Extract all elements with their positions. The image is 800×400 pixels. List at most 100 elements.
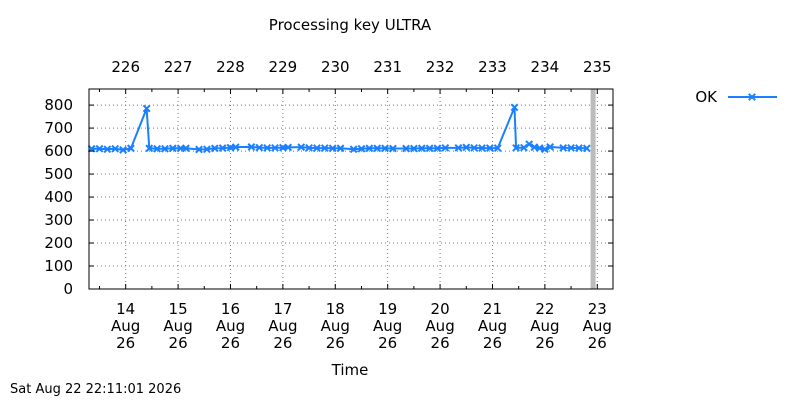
data-point-stroke — [381, 144, 389, 153]
data-point-stroke — [210, 144, 219, 153]
data-point — [567, 143, 575, 152]
data-point-stroke — [313, 144, 321, 152]
data-point — [493, 144, 502, 152]
data-point — [417, 144, 426, 153]
data-point-stroke — [357, 144, 366, 153]
x-tick-label: 26 — [535, 334, 554, 352]
now-marker — [590, 89, 596, 289]
x-tick-label: 26 — [169, 334, 188, 352]
data-point — [546, 143, 555, 151]
data-point-stroke — [520, 143, 528, 152]
data-point-stroke — [202, 145, 211, 154]
data-point-stroke — [470, 143, 479, 152]
x-tick-label: Aug — [583, 317, 612, 335]
x-tick-label: Aug — [111, 317, 140, 335]
data-point — [271, 143, 279, 152]
x-tick-label: Aug — [268, 317, 297, 335]
data-point — [365, 144, 374, 153]
data-point — [381, 144, 389, 153]
x-tick-label: 16 — [221, 300, 240, 318]
data-point — [478, 144, 486, 152]
data-point-stroke — [271, 143, 279, 152]
data-point — [142, 104, 151, 113]
data-point — [336, 144, 345, 153]
data-point-stroke — [328, 144, 337, 153]
data-point — [168, 144, 177, 153]
data-point-stroke — [389, 144, 397, 153]
data-point-stroke — [425, 144, 434, 153]
data-point — [145, 144, 154, 153]
data-point-stroke — [559, 143, 568, 152]
data-point — [218, 144, 227, 152]
data-point-stroke — [485, 144, 494, 152]
data-point-stroke — [168, 144, 177, 153]
data-point-stroke — [119, 146, 127, 154]
x-tick-label: 26 — [273, 334, 292, 352]
legend-marker — [748, 93, 756, 101]
x-tick-label: Aug — [478, 317, 507, 335]
x2-tick-label: 234 — [531, 58, 560, 76]
data-point-stroke — [142, 104, 151, 113]
data-point-stroke — [493, 144, 502, 152]
data-point — [540, 145, 549, 154]
x-tick-label: 15 — [169, 300, 188, 318]
x-tick-label: 26 — [378, 334, 397, 352]
data-point — [525, 140, 534, 149]
data-point-stroke — [510, 103, 519, 112]
data-point — [195, 145, 203, 154]
y-tick-label: 500 — [44, 165, 73, 183]
data-point-stroke — [478, 144, 486, 152]
data-point — [328, 144, 337, 153]
x2-tick-label: 232 — [426, 58, 455, 76]
x-tick-label: 22 — [535, 300, 554, 318]
data-point-stroke — [546, 143, 555, 151]
x-tick-label: 26 — [221, 334, 240, 352]
data-point — [462, 143, 471, 152]
data-point-stroke — [284, 143, 293, 152]
data-point — [231, 143, 240, 152]
x-tick-label: 26 — [431, 334, 450, 352]
data-point — [520, 143, 528, 152]
data-point — [182, 144, 190, 153]
data-point — [349, 145, 358, 154]
data-point-stroke — [433, 144, 442, 153]
y-tick-label: 300 — [44, 211, 73, 229]
y-tick-label: 0 — [63, 280, 73, 298]
now-marker-layer — [590, 89, 596, 289]
x-tick-label: Aug — [373, 317, 402, 335]
data-point — [210, 144, 219, 153]
data-point-stroke — [127, 144, 135, 153]
data-point — [119, 146, 127, 154]
data-point-stroke — [231, 143, 240, 152]
data-point — [425, 144, 434, 153]
plot-frame — [88, 88, 614, 290]
series-line-ok — [91, 107, 587, 151]
data-point-stroke — [255, 143, 264, 152]
x2-tick-label: 230 — [321, 58, 350, 76]
x-tick-label: 18 — [326, 300, 345, 318]
data-point-stroke — [103, 145, 112, 154]
x-tick-label: 26 — [588, 334, 607, 352]
data-point — [297, 143, 306, 152]
data-point — [127, 144, 135, 153]
y-tick-label: 800 — [44, 96, 73, 114]
data-point-stroke — [195, 145, 203, 154]
x2-tick-label: 228 — [216, 58, 245, 76]
data-point — [247, 143, 256, 151]
x-tick-label: Aug — [321, 317, 350, 335]
data-point — [255, 143, 264, 152]
data-point-stroke — [441, 143, 450, 152]
data-point-stroke — [575, 144, 583, 152]
data-point-stroke — [512, 143, 520, 152]
x-tick-label: 21 — [483, 300, 502, 318]
data-point-stroke — [365, 144, 374, 153]
data-point — [389, 144, 397, 153]
y-tick-label: 700 — [44, 119, 73, 137]
data-point — [284, 143, 293, 152]
data-point — [510, 103, 519, 112]
data-point-stroke — [409, 144, 418, 153]
data-point — [485, 144, 494, 152]
data-point — [373, 144, 382, 153]
footer-timestamp: Sat Aug 22 22:11:01 2026 — [10, 382, 182, 397]
